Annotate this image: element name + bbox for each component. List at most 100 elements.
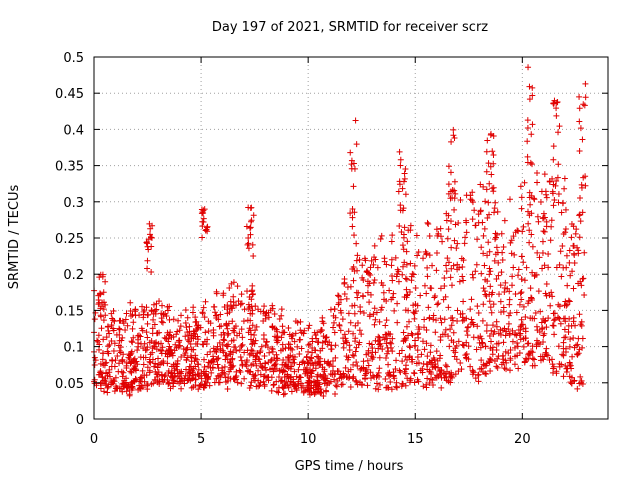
data-point [561,326,568,333]
data-point [483,328,490,335]
data-point [312,347,319,354]
data-point [201,364,208,371]
data-point [394,384,401,391]
data-point [517,323,524,330]
data-point [480,250,487,257]
data-point [529,84,536,91]
data-point [252,377,259,384]
data-point [372,349,379,356]
data-point [403,323,410,330]
data-point [205,328,212,335]
data-point [293,387,300,394]
data-point [360,309,367,316]
data-point [567,362,574,369]
data-point [576,195,583,202]
data-point [477,208,484,215]
data-point [160,358,167,365]
data-point [426,380,433,387]
data-point [244,288,251,295]
data-point [561,185,568,192]
data-point [201,380,208,387]
data-point [109,357,116,364]
data-point [130,319,137,326]
data-point [531,196,538,203]
data-point [541,228,548,235]
data-point [144,312,151,319]
data-point [285,325,292,332]
data-point [91,361,98,368]
data-point [567,272,574,279]
data-point [298,345,305,352]
data-point [253,354,260,361]
data-point [184,377,191,384]
data-point [349,266,356,273]
x-tick-label: 20 [514,432,531,447]
data-point [568,322,575,329]
data-point [297,318,304,325]
y-tick-label: 0.05 [55,377,84,392]
data-point [150,316,157,323]
data-point [435,230,442,237]
data-point [538,319,545,326]
grid-lines [94,57,608,419]
data-point [269,348,276,355]
data-point [286,357,293,364]
data-point [199,218,206,225]
data-point [123,388,130,395]
data-point [561,334,568,341]
data-point [497,282,504,289]
data-point [200,304,207,311]
data-point [103,381,110,388]
data-point [104,323,111,330]
data-point [493,244,500,251]
data-point [412,337,419,344]
data-point [529,121,536,128]
data-point [487,130,494,137]
data-point [323,334,330,341]
data-point [480,183,487,190]
data-point [345,328,352,335]
data-point [480,285,487,292]
data-point [328,346,335,353]
data-point [261,373,268,380]
data-point [106,369,113,376]
data-point [253,323,260,330]
data-point [98,325,105,332]
data-point [382,375,389,382]
data-point [540,228,547,235]
data-point [355,341,362,348]
data-point [315,354,322,361]
data-point [238,326,245,333]
data-point [421,346,428,353]
data-point [383,298,390,305]
data-point [128,369,135,376]
data-point [564,282,571,289]
data-point [210,353,217,360]
data-point [149,325,156,332]
data-point [472,268,479,275]
data-point [486,271,493,278]
data-point [545,315,552,322]
data-point [474,236,481,243]
data-point [484,214,491,221]
data-point [451,206,458,213]
data-point [415,359,422,366]
data-point [487,368,494,375]
data-point [251,373,258,380]
data-point [411,310,418,317]
data-point [220,336,227,343]
data-point [364,278,371,285]
data-point [318,374,325,381]
data-point [400,329,407,336]
data-point [508,237,515,244]
data-point [351,232,358,239]
data-point [354,319,361,326]
data-point [112,374,119,381]
data-point [343,337,350,344]
data-point [562,206,569,213]
data-point [547,302,554,309]
data-point [354,267,361,274]
data-point [368,257,375,264]
data-point [372,316,379,323]
data-point [217,311,224,318]
